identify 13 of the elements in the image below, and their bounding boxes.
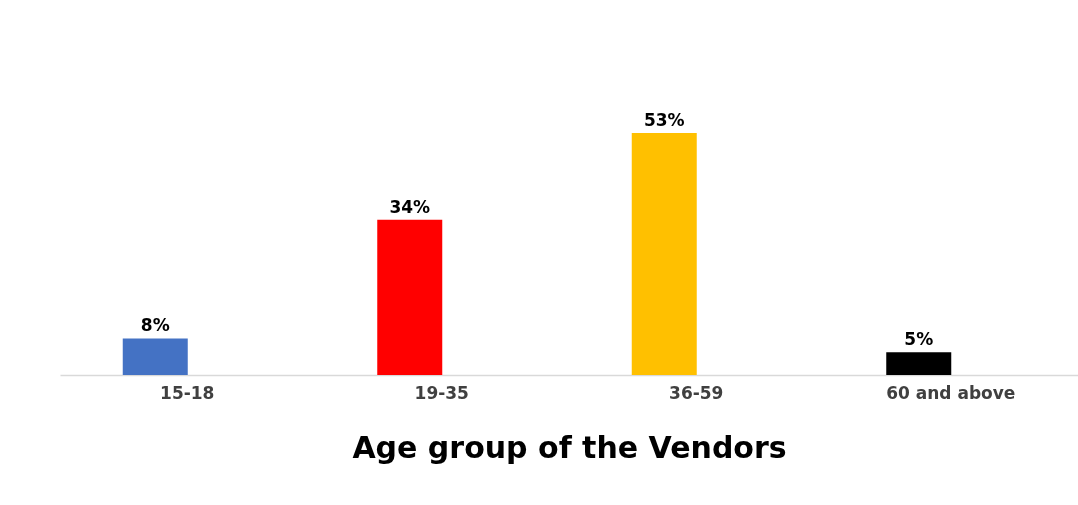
data-label: 53% bbox=[643, 110, 685, 130]
data-label: 5% bbox=[904, 329, 934, 350]
bar bbox=[122, 338, 188, 375]
x-axis-title: Age group of the Vendors bbox=[352, 429, 787, 465]
data-label: 8% bbox=[140, 315, 170, 336]
x-tick-label: 19-35 bbox=[414, 382, 469, 403]
x-tick-label: 36-59 bbox=[669, 382, 724, 403]
bar bbox=[631, 133, 697, 375]
bar bbox=[886, 352, 952, 375]
data-label: 34% bbox=[389, 196, 431, 217]
x-tick-label: 15-18 bbox=[160, 382, 215, 403]
x-tick-label: 60 and above bbox=[886, 382, 1016, 403]
bar bbox=[377, 219, 443, 375]
